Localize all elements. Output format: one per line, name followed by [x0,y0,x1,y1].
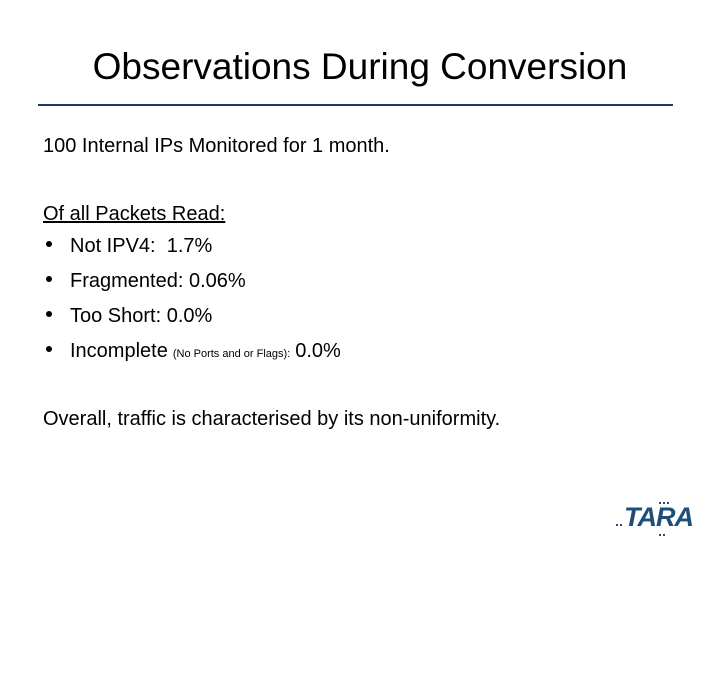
bullet-value: 0.0% [295,340,341,362]
intro-text: 100 Internal IPs Monitored for 1 month. [43,135,390,157]
title-rule [38,104,673,106]
bullet-item: Not IPV4: 1.7% [43,235,341,270]
bullet-list: Not IPV4: 1.7% Fragmented: 0.06% Too Short… [43,235,341,375]
slide-title: Observations During Conversion [92,46,628,87]
bullet-text: Too Short: 0.0% [70,305,213,327]
logo-dot [663,502,665,504]
bullet-item: Incomplete (No Ports and or Flags): 0.0% [43,340,341,375]
bullet-dot [46,311,52,317]
logo-dot [616,524,618,526]
bullet-item: Too Short: 0.0% [43,305,341,340]
bullet-note: (No Ports and or Flags): [172,348,291,360]
bullet-text: Fragmented: 0.06% [70,270,246,292]
logo: TARA [612,498,702,538]
slide: Observations During Conversion 100 Inter… [38,46,702,538]
bullet-item: Fragmented: 0.06% [43,270,341,305]
closing-text: Overall, traffic is characterised by its… [43,408,501,430]
logo-dot [659,502,661,504]
logo-dot [663,534,665,536]
bullet-text: Incomplete [70,340,168,362]
logo-text: TARA [624,502,694,532]
logo-dot [620,524,622,526]
bullet-dot [46,276,52,282]
list-heading: Of all Packets Read: [43,203,226,225]
logo-dot [659,534,661,536]
bullet-dot [46,241,52,247]
logo-dot [667,502,669,504]
bullet-text: Not IPV4: 1.7% [70,235,213,257]
bullet-dot [46,346,52,352]
